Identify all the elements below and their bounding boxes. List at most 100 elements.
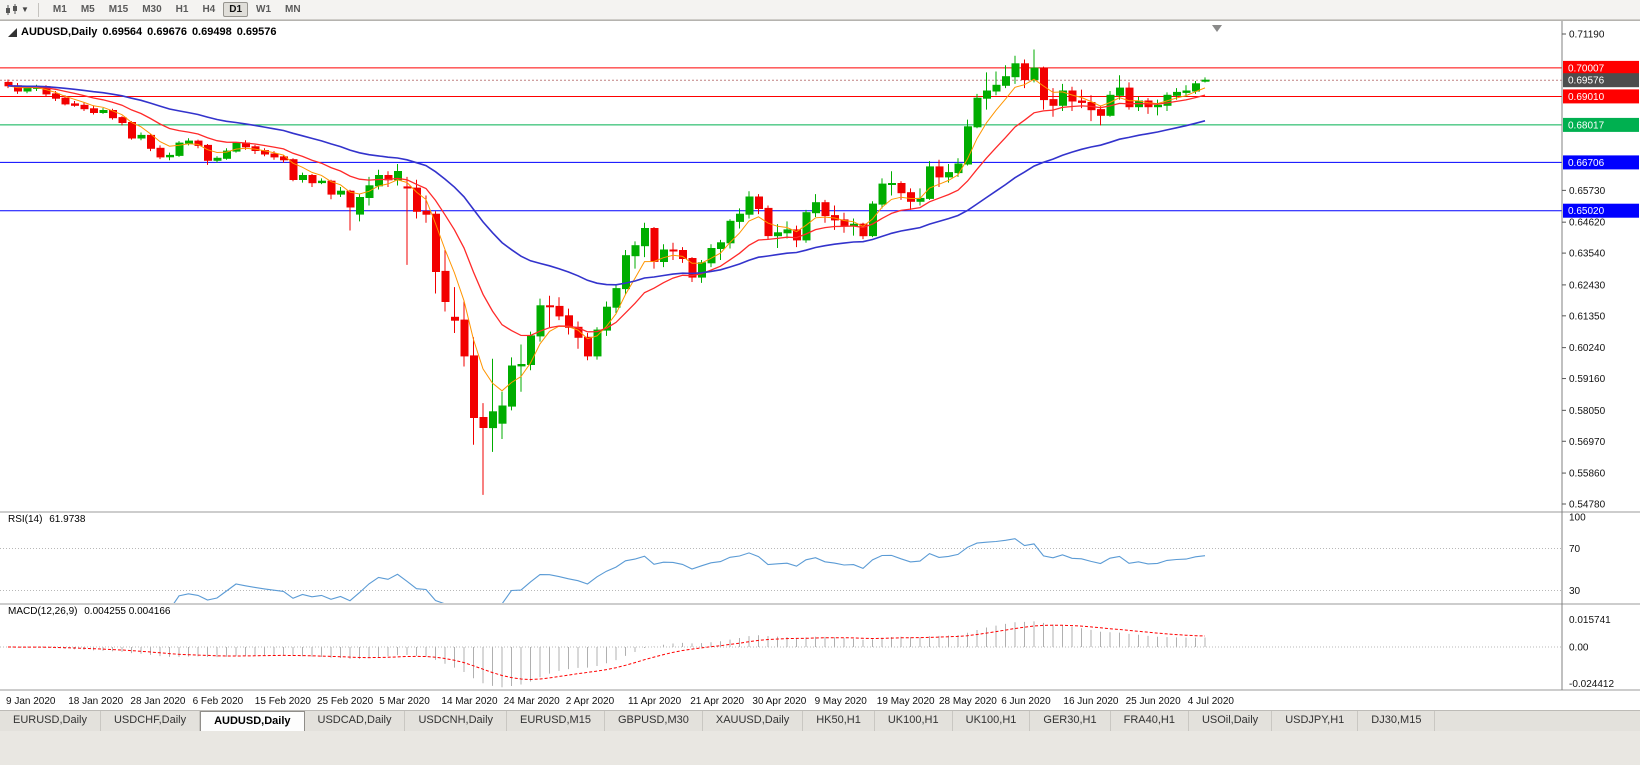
svg-text:9 May 2020: 9 May 2020 [815,696,868,707]
svg-text:5 Mar 2020: 5 Mar 2020 [379,696,430,707]
tab-uk100-h1[interactable]: UK100,H1 [875,711,953,731]
svg-text:25 Jun 2020: 25 Jun 2020 [1126,696,1181,707]
svg-text:30 Apr 2020: 30 Apr 2020 [752,696,806,707]
timeframe-button-m1[interactable]: M1 [52,4,67,15]
timeframe-button-m15[interactable]: M15 [108,4,129,15]
hline-price-label: 0.70007 [1563,60,1639,75]
tab-usoil-daily[interactable]: USOil,Daily [1189,711,1273,731]
svg-text:0.69576: 0.69576 [1568,76,1605,87]
tab-dj30-m15[interactable]: DJ30,M15 [1358,711,1436,731]
ohlc-close: 0.69576 [236,26,277,38]
candlestick-series [4,49,1210,495]
ohlc-high: 0.69676 [147,26,187,38]
tab-gbpusd-m30[interactable]: GBPUSD,M30 [605,711,703,731]
rsi-value: 61.9738 [49,514,86,525]
timeframe-button-h1[interactable]: H1 [175,4,189,15]
macd-signal-line [7,624,1206,681]
current-price-label: 0.69576 [1563,73,1639,88]
tab-fra40-h1[interactable]: FRA40,H1 [1111,711,1189,731]
svg-text:9 Jan 2020: 9 Jan 2020 [6,696,56,707]
chart-symbol-label: AUDUSD,Daily [21,26,98,38]
svg-text:2 Apr 2020: 2 Apr 2020 [566,696,615,707]
panel-separators [0,21,1640,691]
svg-text:0.54780: 0.54780 [1569,500,1606,511]
svg-text:0.63540: 0.63540 [1569,249,1606,260]
macd-label: MACD(12,26,9) [8,606,78,617]
svg-text:0.69010: 0.69010 [1568,92,1605,103]
tab-audusd-daily[interactable]: AUDUSD,Daily [200,711,305,731]
svg-text:0.61350: 0.61350 [1569,311,1606,322]
svg-text:0.015741: 0.015741 [1569,615,1611,626]
support-resistance-lines[interactable] [0,67,1562,212]
svg-text:0.65020: 0.65020 [1568,206,1605,217]
rsi-levels: 100 70 30 [0,513,1586,597]
tab-eurusd-daily[interactable]: EURUSD,Daily [0,711,101,731]
svg-text:16 Jun 2020: 16 Jun 2020 [1063,696,1118,707]
svg-text:30: 30 [1569,586,1581,597]
ma-fast-line [7,78,1206,392]
date-axis-labels[interactable]: 9 Jan 2020 18 Jan 2020 28 Jan 2020 6 Feb 20… [6,696,1234,707]
timeframe-button-m5[interactable]: M5 [80,4,95,15]
ma-slow-line [7,85,1206,286]
tab-eurusd-m15[interactable]: EURUSD,M15 [507,711,605,731]
svg-text:19 May 2020: 19 May 2020 [877,696,935,707]
svg-text:100: 100 [1569,513,1586,524]
macd-values: 0.004255 0.004166 [84,606,171,617]
tab-xauusd-daily[interactable]: XAUUSD,Daily [703,711,804,731]
svg-text:0.55860: 0.55860 [1569,469,1606,480]
tab-ger30-h1[interactable]: GER30,H1 [1030,711,1111,731]
svg-text:15 Feb 2020: 15 Feb 2020 [255,696,312,707]
hline-price-label: 0.68017 [1563,117,1639,132]
hline-price-label: 0.66706 [1563,155,1639,170]
chevron-down-icon: ▼ [21,5,29,14]
svg-text:0.62430: 0.62430 [1569,280,1606,291]
svg-text:24 Mar 2020: 24 Mar 2020 [504,696,561,707]
svg-text:0.66706: 0.66706 [1568,158,1605,169]
tab-usdchf-daily[interactable]: USDCHF,Daily [101,711,201,731]
ohlc-low: 0.69498 [191,26,232,38]
svg-text:21 Apr 2020: 21 Apr 2020 [690,696,744,707]
rsi-line [173,538,1206,603]
tab-usdcad-daily[interactable]: USDCAD,Daily [305,711,406,731]
tab-usdcnh-daily[interactable]: USDCNH,Daily [405,711,508,731]
tab-uk100-h1-2[interactable]: UK100,H1 [953,711,1031,731]
svg-text:0.00: 0.00 [1569,643,1589,654]
svg-text:6 Jun 2020: 6 Jun 2020 [1001,696,1051,707]
toolbar-separator [37,2,39,17]
macd-levels: 0.015741 0.00 -0.024412 [0,615,1614,690]
timeframe-button-h4[interactable]: H4 [202,4,216,15]
chart-shift-marker-icon [1212,25,1222,32]
macd-indicator-title: MACD(12,26,9) 0.004255 0.004166 [8,606,174,617]
chart-window[interactable]: 0.71190 0.65730 0.64620 0.63540 0.62430 0.613… [0,20,1640,710]
svg-text:25 Feb 2020: 25 Feb 2020 [317,696,374,707]
hline-price-label: 0.65020 [1563,203,1639,218]
timeframe-toolbar: ▼ M1 M5 M15 M30 H1 H4 D1 W1 MN [0,0,1640,20]
chart-tab-bar: EURUSD,Daily USDCHF,Daily AUDUSD,Daily U… [0,710,1640,731]
svg-text:0.59160: 0.59160 [1569,374,1606,385]
svg-text:0.64620: 0.64620 [1569,218,1606,229]
candlestick-chart-icon [6,3,17,15]
timeframe-button-w1[interactable]: W1 [256,4,272,15]
svg-text:0.58050: 0.58050 [1569,406,1606,417]
tab-hk50-h1[interactable]: HK50,H1 [803,711,875,731]
svg-text:28 May 2020: 28 May 2020 [939,696,997,707]
chart-type-dropdown[interactable]: ▼ [5,3,29,16]
price-axis-labels[interactable]: 0.71190 0.65730 0.64620 0.63540 0.62430 0.613… [1562,30,1606,511]
rsi-indicator-title: RSI(14) 61.9738 [8,514,89,525]
svg-text:0.71190: 0.71190 [1569,30,1605,41]
macd-histogram [17,621,1206,688]
svg-text:0.65730: 0.65730 [1569,186,1606,197]
timeframe-button-mn[interactable]: MN [285,4,301,15]
chart-canvas[interactable]: 0.71190 0.65730 0.64620 0.63540 0.62430 0.613… [0,21,1640,711]
tab-usdjpy-h1[interactable]: USDJPY,H1 [1272,711,1359,731]
svg-text:11 Apr 2020: 11 Apr 2020 [628,696,682,707]
svg-text:18 Jan 2020: 18 Jan 2020 [68,696,123,707]
chart-corner-icon[interactable] [8,27,17,37]
hline-price-label: 0.69010 [1563,89,1639,104]
svg-text:6 Feb 2020: 6 Feb 2020 [193,696,244,707]
timeframe-button-d1[interactable]: D1 [223,2,249,17]
chart-title: AUDUSD,Daily 0.69564 0.69676 0.69498 0.6… [8,26,281,38]
timeframe-button-m30[interactable]: M30 [142,4,162,15]
svg-text:-0.024412: -0.024412 [1569,679,1614,690]
